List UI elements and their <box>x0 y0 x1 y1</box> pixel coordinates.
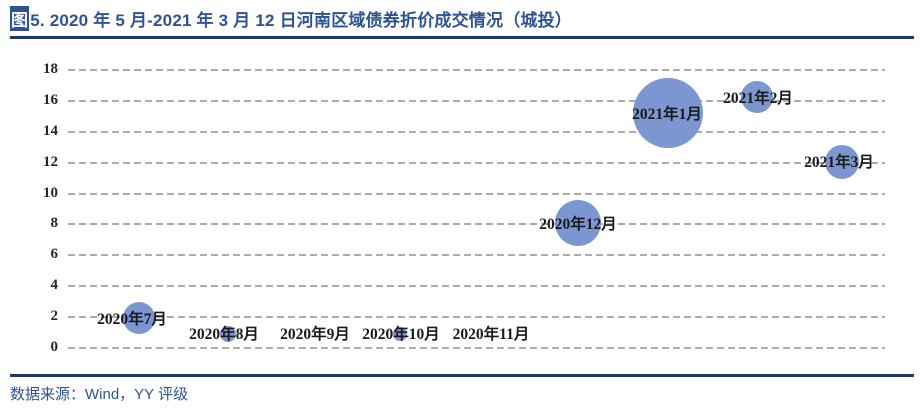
bubble-2021年3月 <box>825 145 859 179</box>
gridline <box>68 285 885 288</box>
figure-title: 图 5. 2020 年 5 月-2021 年 3 月 12 日河南区域债券折价成交… <box>10 6 914 31</box>
y-tick-label: 2 <box>50 308 59 325</box>
data-label: 2020年11月 <box>452 326 530 343</box>
y-tick-label: 12 <box>43 153 58 170</box>
y-tick-label: 0 <box>50 339 59 355</box>
data-label: 2020年7月 <box>97 311 167 328</box>
bubble-2021年2月 <box>741 81 773 113</box>
gridline <box>68 192 885 195</box>
bubble-2020年10月 <box>393 327 407 341</box>
gridline <box>68 347 885 349</box>
y-tick-label: 10 <box>43 184 58 201</box>
data-label: 2020年9月 <box>280 326 350 343</box>
bubble-2021年1月 <box>633 78 703 148</box>
figure-badge: 图 <box>10 6 30 31</box>
y-tick-label: 4 <box>50 277 59 294</box>
data-label: 2021年3月 <box>804 154 874 171</box>
header-divider <box>10 36 914 39</box>
y-tick-label: 6 <box>50 246 59 263</box>
y-tick-label: 8 <box>50 215 59 232</box>
y-tick-label: 14 <box>43 122 58 139</box>
bubble-2020年7月 <box>123 302 155 334</box>
gridline <box>68 223 885 226</box>
figure-header: 图 5. 2020 年 5 月-2021 年 3 月 12 日河南区域债券折价成交… <box>10 6 914 31</box>
figure-number: 5. <box>30 11 45 30</box>
y-tick-label: 16 <box>43 91 58 108</box>
data-label: 2020年10月 <box>362 326 440 343</box>
gridline <box>68 69 885 71</box>
data-label: 2020年12月 <box>539 216 617 233</box>
data-label: 2020年8月 <box>189 326 259 343</box>
gridline <box>68 130 885 133</box>
gridline <box>68 254 885 257</box>
data-source-note: 数据来源：Wind，YY 评级 <box>10 386 189 403</box>
footer-divider <box>10 374 914 377</box>
data-label: 2021年2月 <box>723 90 793 107</box>
y-tick-label: 18 <box>43 61 58 77</box>
gridline <box>68 161 885 164</box>
bubble-2020年12月 <box>555 200 601 246</box>
gridline <box>68 316 885 319</box>
gridline <box>68 99 885 102</box>
data-label: 2021年1月 <box>632 106 702 123</box>
figure-title-text: 2020 年 5 月-2021 年 3 月 12 日河南区域债券折价成交情况（城… <box>44 11 573 30</box>
bubble-2020年8月 <box>220 326 236 342</box>
